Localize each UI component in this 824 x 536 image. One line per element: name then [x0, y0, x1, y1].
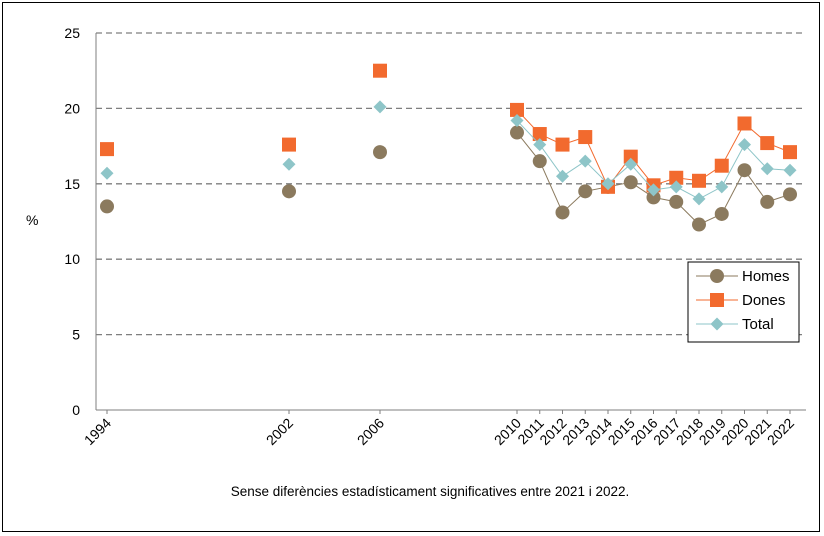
series-dones: [100, 63, 797, 194]
point-dones-2021: [760, 136, 775, 151]
legend: Homes Dones Total: [687, 261, 800, 343]
point-dones-2013: [578, 130, 593, 145]
x-tick-1994: 1994: [81, 415, 114, 448]
point-total-2011: [533, 138, 547, 152]
axes: [95, 33, 806, 411]
point-dones-2010: [510, 102, 524, 117]
y-tick-25: 25: [64, 25, 80, 41]
legend-label-total: Total: [742, 316, 774, 333]
legend-item-dones: Dones: [696, 292, 785, 309]
legend-marker-dones: [710, 293, 724, 307]
point-homes-2010: [510, 125, 524, 140]
point-homes-2019: [714, 206, 729, 221]
y-axis-label: %: [26, 212, 38, 228]
series-total: [100, 100, 797, 206]
point-dones-2022: [783, 145, 797, 160]
point-homes-2012: [555, 205, 570, 220]
legend-label-homes: Homes: [742, 268, 790, 285]
point-homes-2015: [623, 175, 638, 190]
point-homes-2022: [783, 187, 797, 202]
legend-item-homes: Homes: [696, 268, 790, 285]
point-dones-2006: [373, 63, 387, 78]
point-total-1994: [100, 166, 114, 180]
point-homes-1994: [100, 199, 114, 214]
x-tick-labels: 1994 2002 2006 2010201120122013201420152016…: [81, 410, 797, 448]
point-total-2002: [282, 157, 296, 171]
point-total-2006: [373, 100, 387, 114]
legend-marker-total: [710, 317, 724, 331]
point-total-2014: [601, 177, 615, 191]
footnote: Sense diferències estadísticament signif…: [231, 484, 629, 499]
point-homes-2018: [692, 217, 706, 232]
point-total-2017: [669, 180, 683, 194]
x-tick-2006: 2006: [354, 415, 387, 448]
y-tick-labels: 0 5 10 15 20 25: [64, 25, 80, 418]
point-dones-2019: [714, 158, 729, 173]
y-tick-0: 0: [72, 402, 80, 418]
legend-marker-homes: [710, 269, 724, 283]
point-homes-2021: [760, 194, 775, 209]
point-dones-2017: [669, 170, 684, 185]
x-tick-2002: 2002: [263, 415, 296, 448]
point-total-2012: [556, 169, 569, 183]
x-tick-2022: 2022: [764, 415, 797, 448]
point-total-2018: [692, 192, 706, 206]
point-total-2020: [738, 138, 751, 152]
point-homes-2006: [373, 145, 387, 160]
point-dones-2015: [623, 149, 638, 164]
point-total-2013: [578, 154, 592, 168]
point-dones-2002: [282, 137, 296, 152]
point-total-2022: [783, 163, 797, 177]
point-homes-2011: [532, 154, 547, 169]
point-total-2019: [715, 180, 729, 194]
point-dones-2011: [532, 127, 547, 142]
point-dones-1994: [100, 142, 114, 157]
legend-box: [687, 261, 800, 343]
point-homes-2017: [669, 194, 684, 209]
point-dones-2012: [555, 137, 570, 152]
y-tick-20: 20: [64, 100, 80, 116]
point-total-2015: [624, 157, 638, 171]
y-tick-5: 5: [72, 327, 80, 343]
point-total-2010: [510, 113, 524, 127]
point-homes-2020: [737, 163, 752, 178]
y-tick-15: 15: [64, 176, 80, 192]
y-tick-10: 10: [64, 251, 80, 267]
point-dones-2020: [737, 116, 752, 131]
point-total-2016: [647, 183, 660, 197]
point-homes-2013: [578, 184, 593, 199]
legend-item-total: Total: [696, 316, 774, 333]
series-group: [100, 63, 797, 232]
point-dones-2018: [692, 173, 706, 188]
point-homes-2016: [646, 190, 661, 205]
point-homes-2002: [282, 184, 296, 199]
point-total-2021: [760, 162, 774, 176]
legend-label-dones: Dones: [742, 292, 785, 309]
